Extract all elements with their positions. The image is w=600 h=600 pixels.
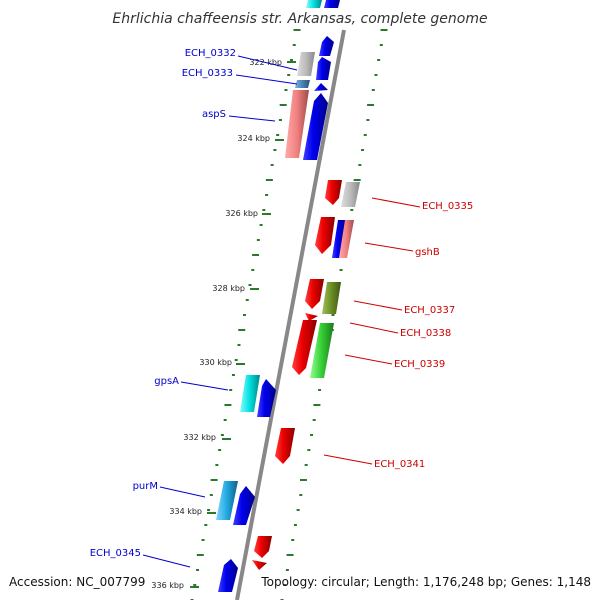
gene-ECH_0332-gray[interactable]: [297, 52, 315, 76]
tick-label-330: 330 kbp: [199, 358, 232, 367]
gene-label-purM[interactable]: purM: [133, 481, 158, 492]
gene-label-ECH_0332[interactable]: ECH_0332: [185, 48, 236, 59]
genome-backbone: [235, 29, 346, 600]
tick-label-324: 324 kbp: [237, 134, 270, 143]
gene-label-ECH_0338[interactable]: ECH_0338: [400, 328, 451, 339]
gene-label-aspS[interactable]: aspS: [202, 109, 226, 120]
reverse-genes: [252, 180, 360, 570]
gene-label-ECH_0333[interactable]: ECH_0333: [182, 68, 233, 79]
leader-line: [235, 74, 298, 85]
leader-line: [228, 115, 276, 122]
gene-blue-arrow-a[interactable]: [319, 36, 334, 56]
gene-small-blue[interactable]: [314, 83, 328, 91]
leader-line: [371, 197, 421, 208]
gene-gshB-red[interactable]: [315, 217, 335, 254]
leader-line: [323, 454, 373, 465]
gene-ECH_0341-red[interactable]: [275, 428, 295, 464]
leader-line: [142, 554, 191, 568]
gene-bottom-red-b[interactable]: [252, 560, 267, 570]
gene-ECH_0339-red[interactable]: [292, 320, 317, 375]
gene-label-ECH_0335[interactable]: ECH_0335: [422, 201, 473, 212]
tick-label-326: 326 kbp: [225, 209, 258, 218]
forward-genes: [216, 0, 340, 592]
gene-label-gshB[interactable]: gshB: [415, 247, 440, 258]
gene-ECH_0333-steel[interactable]: [295, 80, 310, 88]
gene-purM-sky[interactable]: [216, 481, 238, 520]
gene-aspS-salmon[interactable]: [285, 90, 309, 158]
gene-bottom-red-a[interactable]: [254, 536, 272, 558]
gene-ECH_0337-red[interactable]: [305, 279, 324, 309]
leader-line: [159, 486, 206, 498]
leader-line: [237, 55, 298, 71]
gene-ECH_0337-olive[interactable]: [322, 282, 341, 314]
map-title: Ehrlichia chaffeensis str. Arkansas, com…: [112, 11, 487, 27]
reverse-labels: ECH_0335 gshB ECH_0337 ECH_0338 ECH_0339…: [323, 197, 473, 470]
gene-label-ECH_0345[interactable]: ECH_0345: [90, 548, 141, 559]
forward-labels: ECH_0332 ECH_0333 aspS gpsA purM ECH_034…: [90, 48, 298, 568]
gene-ECH_0338-red[interactable]: [305, 313, 318, 321]
leader-line: [353, 300, 403, 311]
gene-blue-long[interactable]: [303, 93, 328, 160]
leader-line: [180, 381, 229, 391]
gene-ECH_0335-gray[interactable]: [341, 182, 360, 207]
gene-gpsA-cyan[interactable]: [240, 375, 260, 412]
accession-text: Accession: NC_007799: [9, 575, 145, 589]
gene-top-blue[interactable]: [324, 0, 340, 8]
outer-tick-track: [190, 29, 301, 600]
leader-line: [364, 242, 414, 252]
tick-label-332: 332 kbp: [183, 433, 216, 442]
gene-purM-blue[interactable]: [233, 486, 255, 525]
gene-ECH_0335-red[interactable]: [325, 180, 342, 205]
gene-gpsA-blue[interactable]: [257, 379, 276, 417]
gene-label-ECH_0339[interactable]: ECH_0339: [394, 359, 445, 370]
topology-text: Topology: circular; Length: 1,176,248 bp…: [260, 575, 591, 589]
gene-label-ECH_0341[interactable]: ECH_0341: [374, 459, 425, 470]
tick-label-336: 336 kbp: [151, 581, 184, 590]
leader-line: [344, 354, 393, 365]
gene-top-cyan[interactable]: [306, 0, 322, 8]
gene-ECH_0345-blue[interactable]: [218, 559, 238, 592]
tick-label-334: 334 kbp: [169, 507, 202, 516]
gene-label-gpsA[interactable]: gpsA: [154, 376, 179, 387]
gene-ECH_0339-green[interactable]: [310, 323, 334, 378]
gene-label-ECH_0337[interactable]: ECH_0337: [404, 305, 455, 316]
tick-label-328: 328 kbp: [212, 284, 245, 293]
gene-gshB-blue[interactable]: [332, 220, 346, 258]
leader-line: [349, 322, 399, 334]
gene-gshB-salmon[interactable]: [339, 220, 354, 258]
gene-blue-arrow-b[interactable]: [316, 57, 331, 80]
